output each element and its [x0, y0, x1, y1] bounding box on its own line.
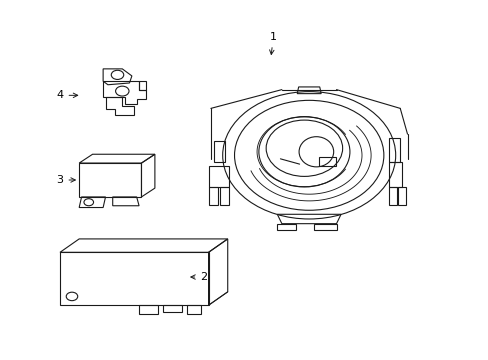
Text: 1: 1: [269, 32, 276, 54]
Text: 3: 3: [57, 175, 75, 185]
Text: 4: 4: [56, 90, 78, 100]
Text: 2: 2: [190, 272, 207, 282]
